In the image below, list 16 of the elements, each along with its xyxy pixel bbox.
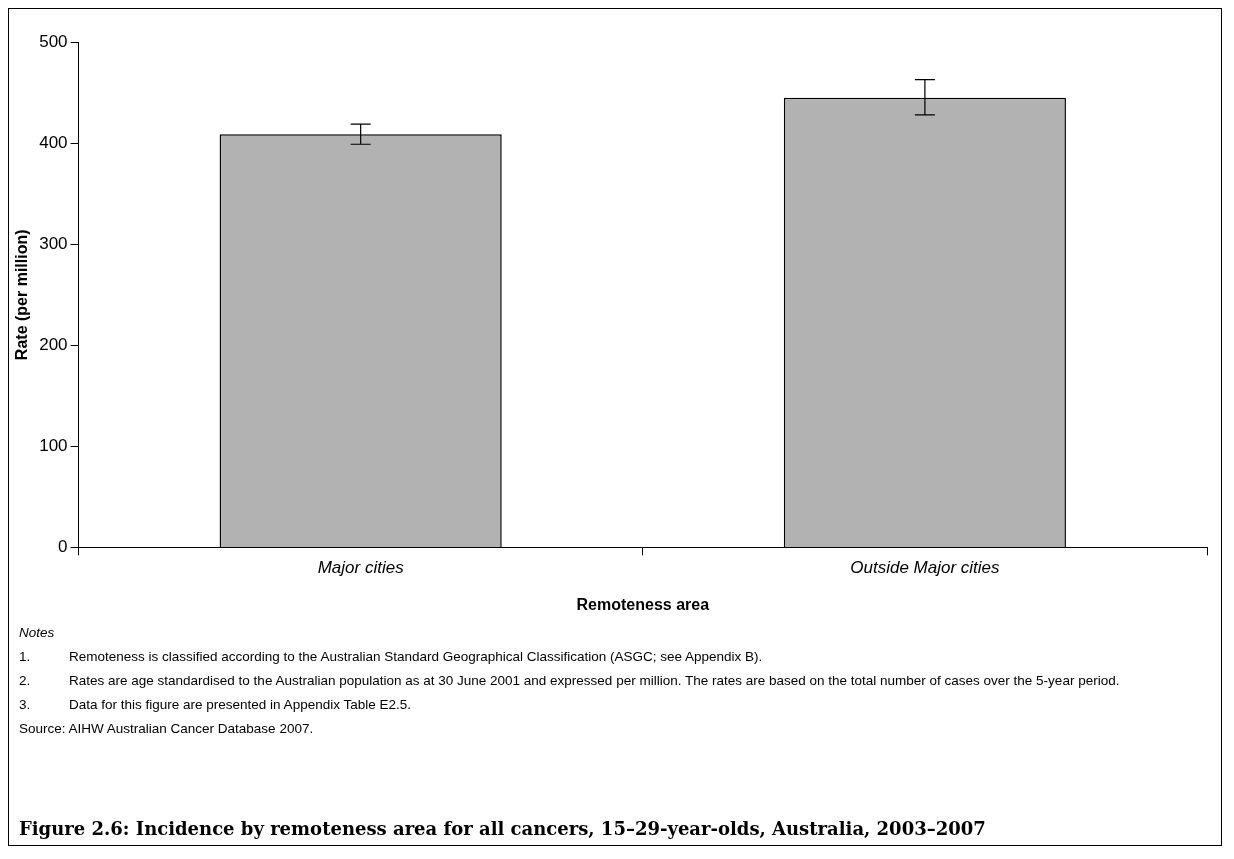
- y-tick-label: 500: [39, 31, 68, 51]
- text: 2. Rates are age standardised to the Australian population as at 30 June 2001 and expressed per million. The rates are based on the total number of cases over the 5-year period.: [19, 673, 1120, 688]
- x-axis-title: Remoteness area: [576, 595, 710, 613]
- x-tick-label: Outside Major cities: [850, 558, 1001, 578]
- text: Notes: [19, 625, 56, 640]
- text: 3. Data for this figure are presented in Appendix Table E2.5.: [19, 697, 411, 712]
- y-tick-label: 0: [58, 537, 68, 557]
- y-axis-title: Rate (per million): [13, 229, 31, 361]
- text: Figure 2.6: Incidence by remoteness area for all cancers, 15–29-year-olds, Australia, 2003–2007: [19, 818, 986, 839]
- y-tick-label: 200: [39, 335, 68, 355]
- x-tick-label: Major cities: [317, 558, 405, 578]
- text: 1. Remoteness is classified according to the Australian Standard Geographical Classification (ASGC; see Appendix B).: [19, 649, 763, 664]
- y-tick-label: 100: [39, 436, 68, 456]
- y-tick-label: 400: [39, 132, 68, 152]
- y-tick-label: 300: [39, 233, 68, 253]
- source-note: Source: AIHW Australian Cancer Database 2007.: [19, 721, 315, 736]
